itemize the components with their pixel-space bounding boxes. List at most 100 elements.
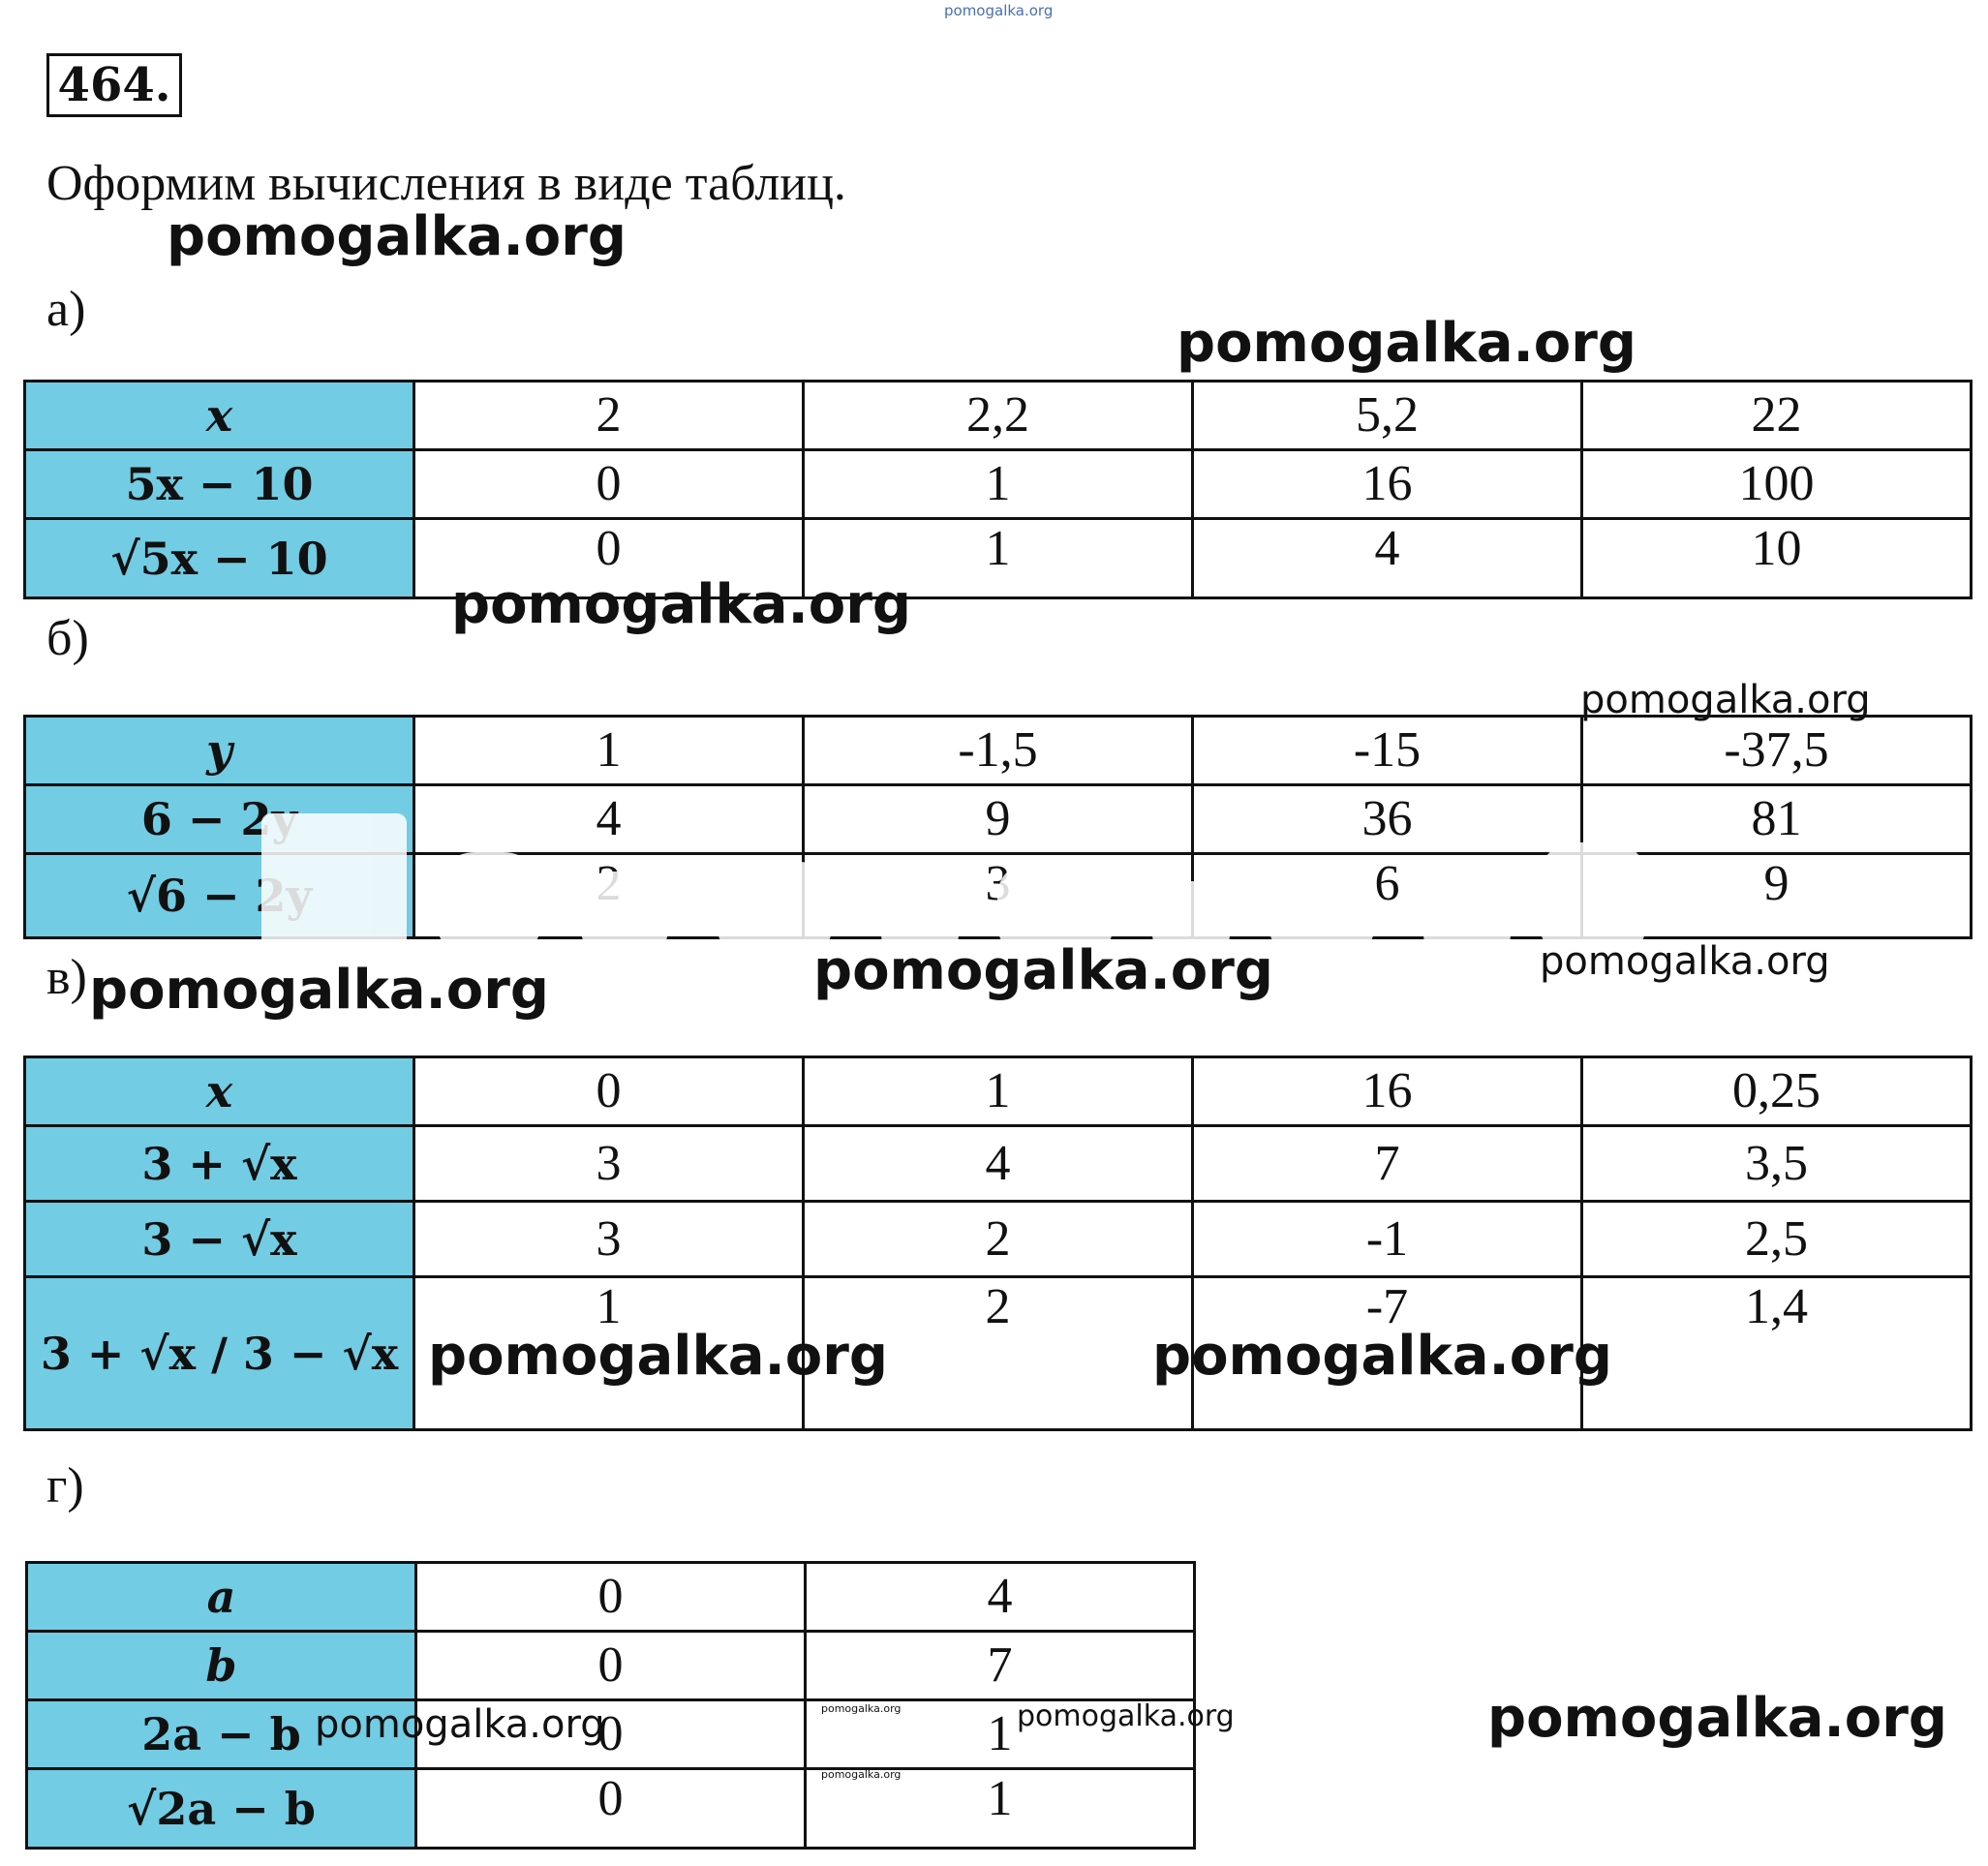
watermark: pomogalka.org xyxy=(1580,678,1871,722)
value-cell: 3 xyxy=(802,852,1194,939)
value-cell: 1 xyxy=(802,1055,1194,1127)
watermark: pomogalka.org xyxy=(821,1768,902,1781)
table-b: y 1 -1,5 -15 -37,5 6 − 2y 4 9 36 81 √6 −… xyxy=(23,715,1973,939)
value-cell: -37,5 xyxy=(1580,715,1973,786)
value-cell: 4 xyxy=(1191,517,1583,599)
table-row: 6 − 2y 4 9 36 81 xyxy=(23,783,1973,855)
header-cell: a xyxy=(25,1561,417,1633)
part-label-v: в) xyxy=(46,950,87,1005)
value-cell: 10 xyxy=(1580,517,1973,599)
task-number: 464. xyxy=(46,53,182,117)
value-cell: 3,5 xyxy=(1580,1124,1973,1203)
value-cell: 1 xyxy=(413,1275,805,1431)
header-cell: 5x − 10 xyxy=(23,448,415,520)
value-cell: 0 xyxy=(413,517,805,599)
watermark: pomogalka.org xyxy=(167,205,627,268)
value-cell: 9 xyxy=(1580,852,1973,939)
value-cell: 7 xyxy=(1191,1124,1583,1203)
watermark: pomogalka.org xyxy=(813,939,1273,1002)
table-row: √2a − b 0 1 xyxy=(25,1767,1196,1850)
value-cell: 0 xyxy=(414,1630,807,1701)
value-cell: 1 xyxy=(802,517,1194,599)
watermark: pomogalka.org xyxy=(1487,1687,1947,1750)
value-cell: 1 xyxy=(802,448,1194,520)
watermark: pomogalka.org xyxy=(1017,1699,1235,1733)
value-cell: 4 xyxy=(802,1124,1194,1203)
header-cell: 3 − √x xyxy=(23,1200,415,1278)
table-row: 5x − 10 0 1 16 100 xyxy=(23,448,1973,520)
value-cell: 6 xyxy=(1191,852,1583,939)
table-row: 3 − √x 3 2 -1 2,5 xyxy=(23,1200,1973,1278)
value-cell: -7 xyxy=(1191,1275,1583,1431)
part-label-b: б) xyxy=(46,611,89,666)
header-cell: √5x − 10 xyxy=(23,517,415,599)
value-cell: 0,25 xyxy=(1580,1055,1973,1127)
table-row: 3 + √x 3 4 7 3,5 xyxy=(23,1124,1973,1203)
header-cell: 6 − 2y xyxy=(23,783,415,855)
value-cell: 2 xyxy=(802,1275,1194,1431)
value-cell: -15 xyxy=(1191,715,1583,786)
value-cell: 3 xyxy=(413,1200,805,1278)
value-cell: 22 xyxy=(1580,380,1973,451)
value-cell: 4 xyxy=(804,1561,1196,1633)
header-cell: y xyxy=(23,715,415,786)
value-cell: 5,2 xyxy=(1191,380,1583,451)
value-cell: 2,2 xyxy=(802,380,1194,451)
watermark: pomogalka.org xyxy=(451,573,911,636)
table-row: a 0 4 xyxy=(25,1561,1196,1633)
header-cell: 2a − b xyxy=(25,1698,417,1770)
header-cell: √2a − b xyxy=(25,1767,417,1850)
value-cell: 0 xyxy=(414,1698,807,1770)
value-cell: 16 xyxy=(1191,448,1583,520)
value-cell: 16 xyxy=(1191,1055,1583,1127)
value-cell: 2,5 xyxy=(1580,1200,1973,1278)
value-cell: 2 xyxy=(413,380,805,451)
watermark: pomogalka.org xyxy=(428,1325,888,1388)
table-row: y 1 -1,5 -15 -37,5 xyxy=(23,715,1973,786)
header-cell: 3 + √x / 3 − √x xyxy=(23,1275,415,1431)
value-cell: 2 xyxy=(413,852,805,939)
watermark: pomogalka.org xyxy=(1152,1325,1612,1388)
table-row: √5x − 10 0 1 4 10 xyxy=(23,517,1973,599)
watermark: pomogalka.org xyxy=(821,1702,902,1715)
value-cell: 1 xyxy=(804,1698,1196,1770)
watermark: pomogalka.org xyxy=(1177,312,1636,375)
table-row: √6 − 2y 2 3 6 9 xyxy=(23,852,1973,939)
value-cell: 9 xyxy=(802,783,1194,855)
value-cell: 2 xyxy=(802,1200,1194,1278)
value-cell: 4 xyxy=(413,783,805,855)
part-label-g: г) xyxy=(46,1458,84,1514)
header-cell: x xyxy=(23,1055,415,1127)
part-label-a: а) xyxy=(46,282,86,337)
value-cell: 1,4 xyxy=(1580,1275,1973,1431)
value-cell: 0 xyxy=(413,1055,805,1127)
value-cell: 36 xyxy=(1191,783,1583,855)
value-cell: 1 xyxy=(413,715,805,786)
table-row: x 2 2,2 5,2 22 xyxy=(23,380,1973,451)
table-row: 3 + √x / 3 − √x 1 2 -7 1,4 xyxy=(23,1275,1973,1431)
value-cell: 0 xyxy=(414,1561,807,1633)
table-g: a 0 4 b 0 7 2a − b 0 1 √2a − b 0 1 xyxy=(25,1561,1196,1850)
value-cell: -1 xyxy=(1191,1200,1583,1278)
value-cell: 1 xyxy=(804,1767,1196,1850)
table-a: x 2 2,2 5,2 22 5x − 10 0 1 16 100 √5x − … xyxy=(23,380,1973,599)
value-cell: -1,5 xyxy=(802,715,1194,786)
table-row: b 0 7 xyxy=(25,1630,1196,1701)
intro-text: Оформим вычисления в виде таблиц. xyxy=(46,156,846,211)
value-cell: 7 xyxy=(804,1630,1196,1701)
table-row: 2a − b 0 1 xyxy=(25,1698,1196,1770)
value-cell: 3 xyxy=(413,1124,805,1203)
watermark: pomogalka.org xyxy=(89,959,549,1022)
value-cell: 81 xyxy=(1580,783,1973,855)
watermark: pomogalka.org xyxy=(315,1702,605,1747)
table-row: x 0 1 16 0,25 xyxy=(23,1055,1973,1127)
header-cell: x xyxy=(23,380,415,451)
top-watermark: pomogalka.org xyxy=(944,2,1054,19)
watermark: pomogalka.org xyxy=(1540,939,1830,984)
header-cell: b xyxy=(25,1630,417,1701)
value-cell: 0 xyxy=(414,1767,807,1850)
header-cell: 3 + √x xyxy=(23,1124,415,1203)
value-cell: 100 xyxy=(1580,448,1973,520)
table-v: x 0 1 16 0,25 3 + √x 3 4 7 3,5 3 − √x 3 … xyxy=(23,1055,1973,1431)
header-cell: √6 − 2y xyxy=(23,852,415,939)
